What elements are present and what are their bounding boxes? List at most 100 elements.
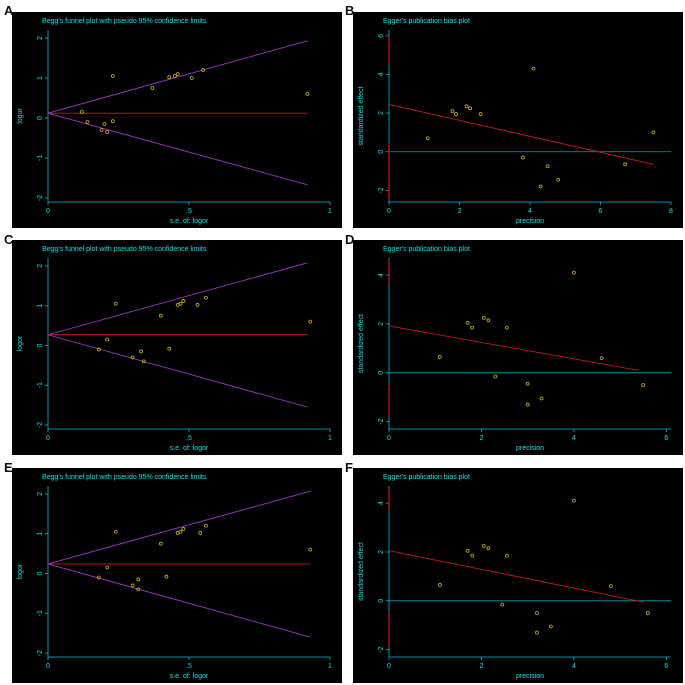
upper-confidence-limit-line (47, 262, 308, 336)
study-point (308, 319, 313, 324)
y-tick-label: 1 (37, 532, 44, 536)
study-point (105, 565, 110, 570)
begg-funnel-plot-c: Begg's funnel plot with pseudo 95% confi… (12, 240, 342, 455)
study-point (130, 583, 135, 588)
y-tick-label: 2 (37, 264, 44, 268)
plot-background (12, 240, 342, 455)
study-point (521, 155, 525, 160)
y-tick-label: 0 (378, 371, 385, 375)
y-tick-label: -2 (378, 646, 385, 652)
study-point (465, 548, 470, 553)
x-tick-label: 0 (46, 208, 50, 215)
begg-funnel-plot-a: Begg's funnel plot with pseudo 95% confi… (12, 12, 342, 228)
study-point (478, 112, 483, 116)
study-point (102, 122, 107, 126)
x-tick-label: 1 (328, 435, 332, 442)
panel-label-b: B (345, 3, 355, 18)
study-point (545, 164, 550, 169)
x-axis-label: s.e. of: logor (170, 673, 209, 680)
panel-label-a: A (4, 3, 14, 18)
lower-confidence-limit-line (47, 563, 311, 638)
begg-funnel-plot-e: Begg's funnel plot with pseudo 95% confi… (12, 468, 342, 683)
study-point (464, 104, 469, 109)
study-point (105, 130, 110, 134)
y-axis-label: logor (17, 108, 24, 124)
y-tick-label: 1 (37, 304, 44, 308)
study-point (425, 136, 430, 141)
study-point (493, 374, 498, 379)
study-point (189, 76, 194, 80)
x-tick-label: 1 (328, 663, 332, 670)
x-axis-label: precision (516, 445, 544, 452)
y-tick-label: 4 (378, 501, 385, 505)
study-point (623, 162, 628, 167)
study-point (572, 498, 576, 503)
study-point (535, 630, 539, 635)
y-tick-label: 0 (37, 116, 44, 120)
study-point (525, 381, 530, 386)
x-axis-label: s.e. of: logor (170, 445, 209, 452)
study-point (572, 270, 576, 275)
study-point (99, 128, 104, 132)
plot-title: Begg's funnel plot with pseudo 95% confi… (42, 474, 207, 481)
study-point (470, 325, 475, 330)
panel-label-e: E (4, 460, 13, 475)
y-axis-label: standardized effect (358, 86, 365, 145)
study-point (531, 66, 536, 71)
egger-bias-plot-b: Egger's publication bias plot -2 0 2 4 6 0 2 4 6 8… (353, 12, 683, 228)
x-axis-label: precision (516, 673, 544, 680)
study-point (96, 347, 101, 352)
study-point (504, 325, 509, 330)
study-point (609, 584, 613, 589)
y-tick-label: -2 (378, 187, 385, 193)
study-point (96, 575, 101, 580)
study-point (481, 543, 486, 548)
study-point (195, 303, 200, 307)
y-axis-label: logor (17, 335, 24, 351)
study-point (539, 396, 544, 401)
y-tick-label: 2 (378, 322, 385, 326)
y-tick-label: 1 (37, 76, 44, 80)
y-tick-label: -1 (37, 155, 44, 161)
regression-line (388, 550, 644, 603)
study-point (85, 120, 90, 124)
study-point (465, 320, 470, 325)
x-tick-label: .5 (186, 663, 192, 670)
study-point (175, 72, 180, 76)
y-tick-label: 0 (378, 599, 385, 603)
study-point (136, 587, 141, 592)
x-tick-label: 6 (664, 435, 668, 442)
x-tick-label: 1 (328, 208, 332, 215)
study-point (548, 624, 553, 629)
x-tick-label: 4 (528, 208, 532, 215)
y-tick-label: 4 (378, 72, 385, 76)
y-tick-label: -2 (378, 418, 385, 424)
y-tick-label: 4 (378, 273, 385, 277)
study-point (556, 177, 561, 182)
study-point (167, 75, 172, 80)
study-point (167, 346, 172, 351)
study-point (141, 359, 146, 364)
plot-background (353, 12, 683, 228)
x-tick-label: 0 (387, 435, 391, 442)
regression-line (388, 103, 654, 165)
plot-title: Begg's funnel plot with pseudo 95% confi… (42, 18, 207, 25)
x-tick-label: .5 (186, 435, 192, 442)
panel-label-f: F (345, 460, 353, 475)
study-point (504, 553, 509, 558)
lower-confidence-limit-line (47, 112, 308, 186)
y-tick-label: -2 (37, 422, 44, 428)
plot-title: Egger's publication bias plot (383, 18, 470, 25)
study-point (113, 301, 118, 306)
panel-label-c: C (4, 232, 14, 247)
study-point (641, 383, 646, 387)
study-point (178, 301, 183, 306)
study-point (481, 315, 486, 320)
study-point (645, 611, 650, 615)
egger-bias-plot-f: Egger's publication bias plot -2 0 2 4 0 2 4 6 pr… (353, 468, 683, 683)
study-point (525, 402, 530, 407)
x-tick-label: 0 (46, 435, 50, 442)
y-tick-label: 6 (378, 34, 385, 38)
x-tick-label: 2 (480, 435, 484, 442)
study-point (158, 313, 163, 318)
